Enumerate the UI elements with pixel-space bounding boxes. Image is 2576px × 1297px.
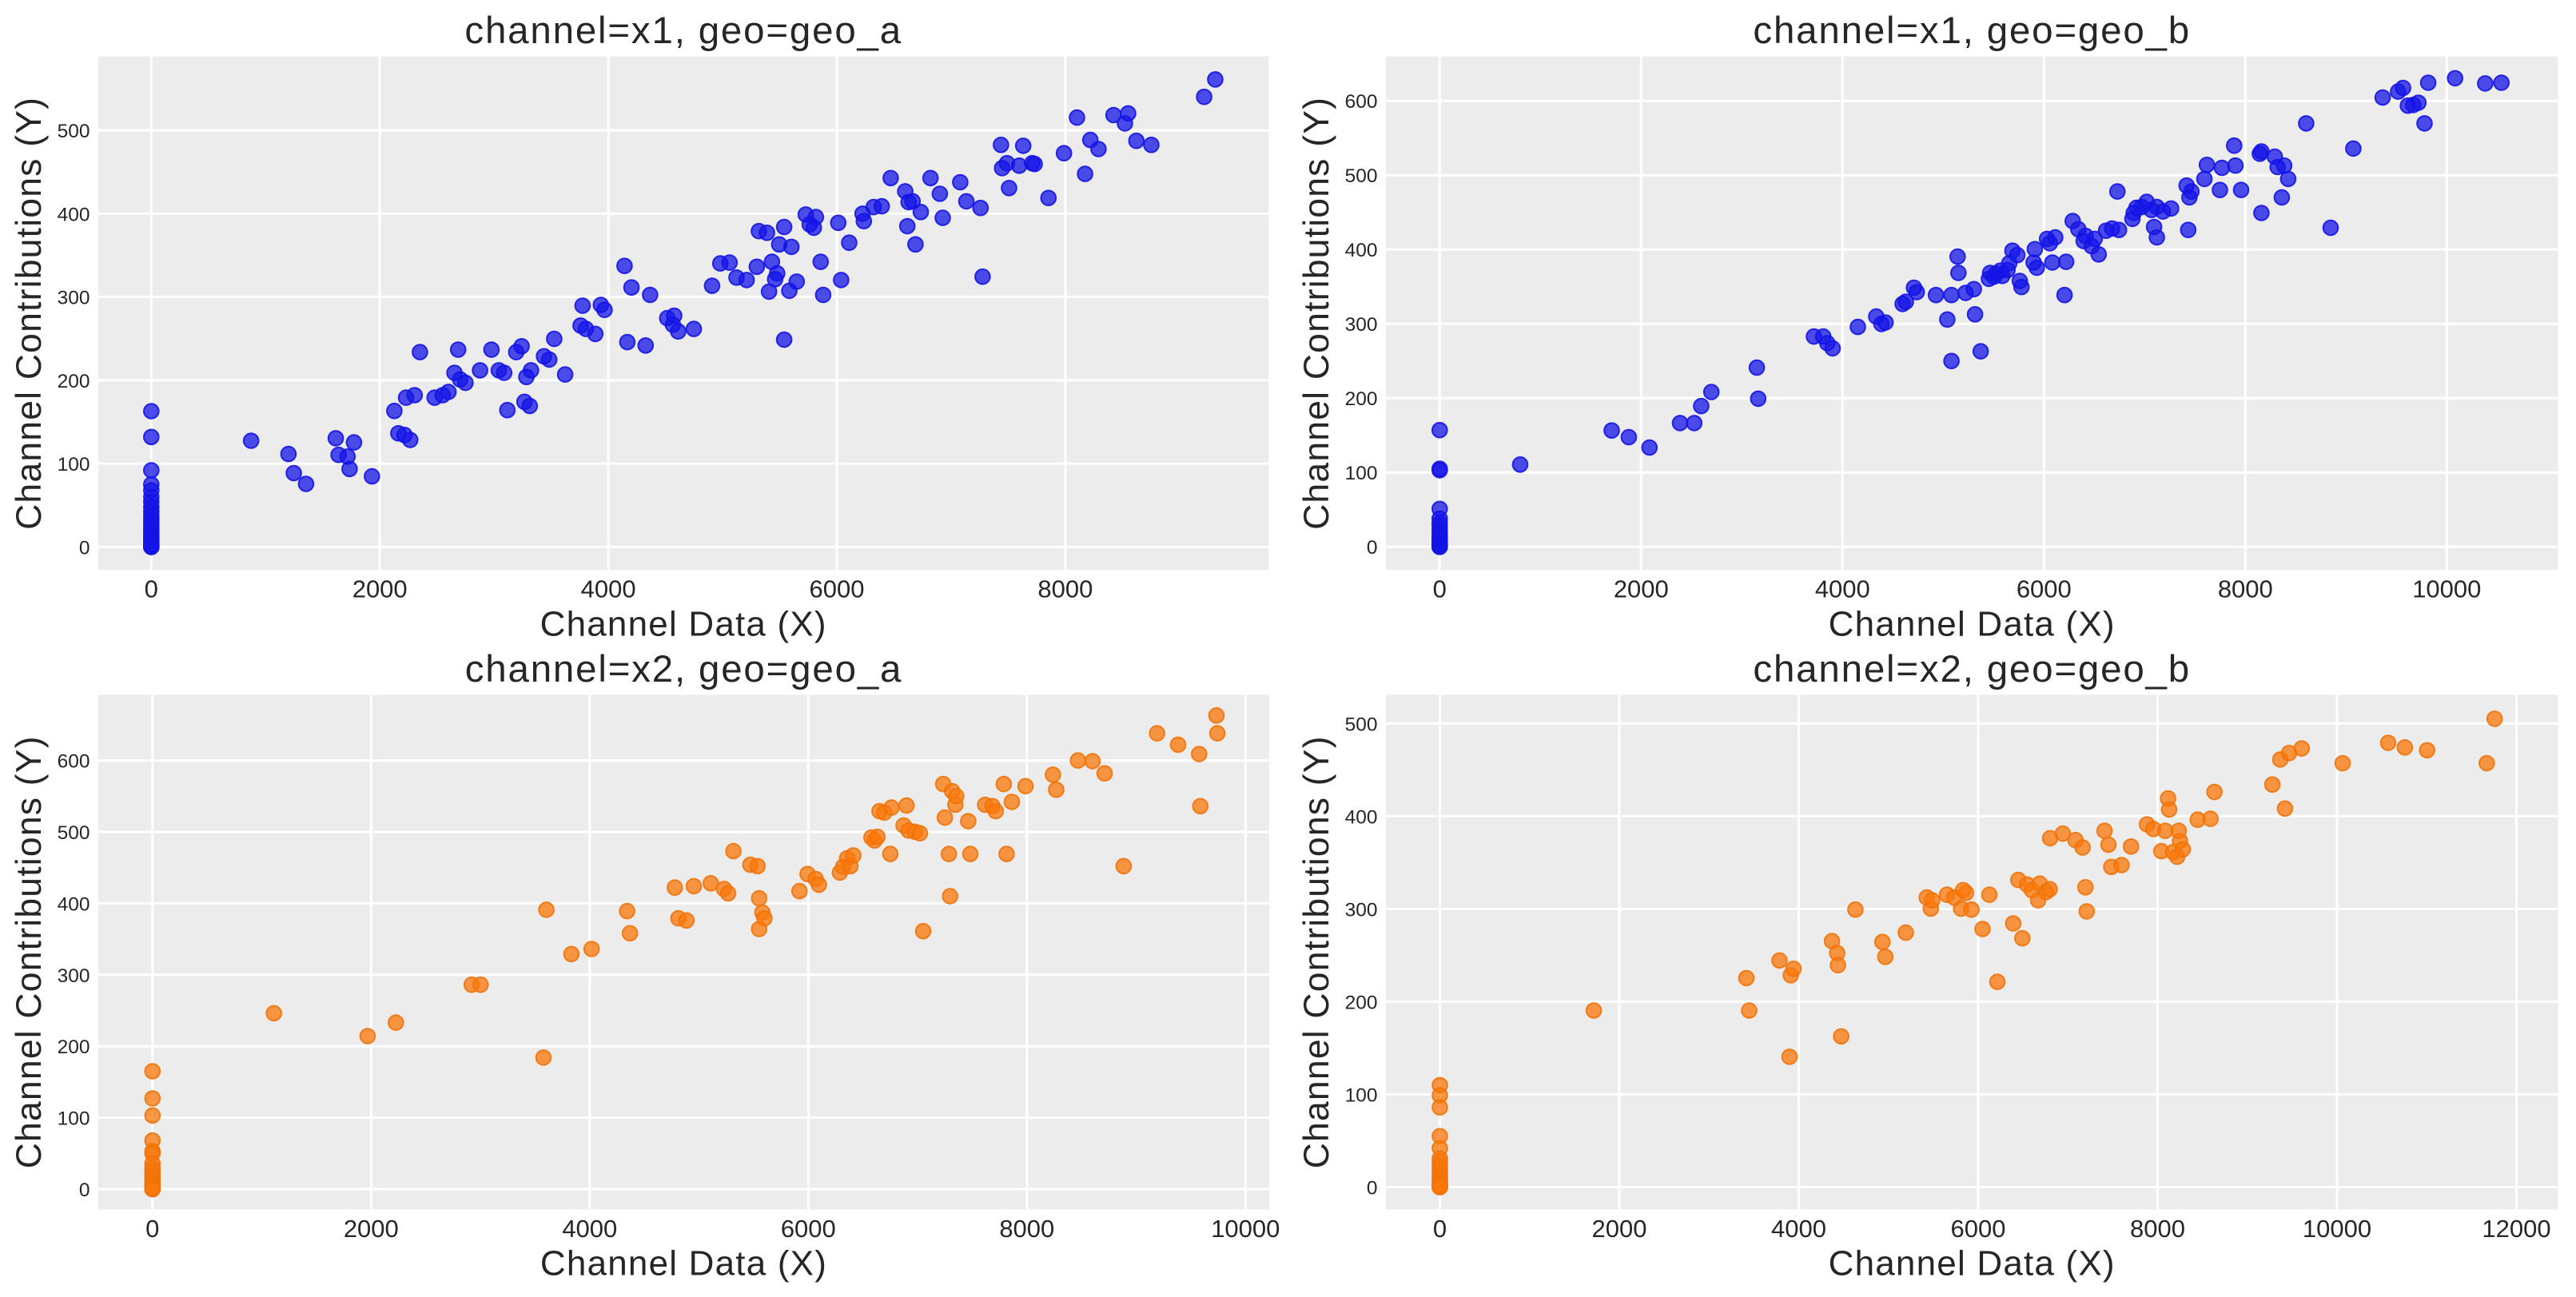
svg-text:0: 0 bbox=[145, 1215, 159, 1243]
svg-text:10000: 10000 bbox=[1211, 1215, 1280, 1243]
svg-text:300: 300 bbox=[1345, 314, 1378, 336]
svg-text:200: 200 bbox=[58, 371, 90, 392]
svg-text:Channel Contributions (Y): Channel Contributions (Y) bbox=[1297, 97, 1336, 530]
svg-text:6000: 6000 bbox=[810, 575, 865, 603]
svg-text:2000: 2000 bbox=[1614, 575, 1669, 603]
svg-text:2000: 2000 bbox=[344, 1215, 399, 1243]
svg-text:300: 300 bbox=[1345, 899, 1378, 921]
svg-text:Channel Data (X): Channel Data (X) bbox=[540, 605, 827, 644]
svg-text:Channel Data (X): Channel Data (X) bbox=[540, 1244, 827, 1283]
svg-text:300: 300 bbox=[58, 288, 90, 309]
svg-text:2000: 2000 bbox=[352, 575, 408, 603]
svg-text:6000: 6000 bbox=[2017, 575, 2072, 603]
svg-text:10000: 10000 bbox=[2412, 575, 2481, 603]
svg-text:200: 200 bbox=[1345, 992, 1378, 1013]
svg-text:8000: 8000 bbox=[2218, 575, 2273, 603]
svg-text:8000: 8000 bbox=[999, 1215, 1054, 1243]
svg-text:channel=x1, geo=geo_b: channel=x1, geo=geo_b bbox=[1753, 10, 2191, 52]
svg-text:channel=x2, geo=geo_b: channel=x2, geo=geo_b bbox=[1753, 648, 2191, 690]
svg-text:4000: 4000 bbox=[562, 1215, 617, 1243]
svg-text:4000: 4000 bbox=[1815, 575, 1870, 603]
svg-text:Channel Data (X): Channel Data (X) bbox=[1829, 1244, 2116, 1283]
svg-text:Channel Contributions (Y): Channel Contributions (Y) bbox=[1297, 735, 1336, 1168]
svg-text:100: 100 bbox=[58, 454, 90, 475]
svg-text:400: 400 bbox=[58, 893, 90, 915]
svg-text:400: 400 bbox=[58, 204, 90, 225]
svg-text:0: 0 bbox=[1367, 1178, 1378, 1200]
svg-text:Channel Data (X): Channel Data (X) bbox=[1829, 605, 2116, 644]
svg-text:500: 500 bbox=[58, 822, 90, 844]
svg-text:8000: 8000 bbox=[2130, 1215, 2185, 1243]
svg-text:500: 500 bbox=[1345, 165, 1378, 187]
svg-text:0: 0 bbox=[145, 575, 158, 603]
svg-text:2000: 2000 bbox=[1592, 1215, 1647, 1243]
svg-text:500: 500 bbox=[1345, 714, 1378, 735]
svg-text:channel=x2, geo=geo_a: channel=x2, geo=geo_a bbox=[465, 648, 903, 690]
svg-text:100: 100 bbox=[1345, 463, 1378, 484]
svg-text:600: 600 bbox=[58, 751, 90, 773]
svg-text:10000: 10000 bbox=[2303, 1215, 2371, 1243]
svg-text:0: 0 bbox=[1433, 1215, 1447, 1243]
svg-text:6000: 6000 bbox=[781, 1215, 836, 1243]
svg-text:500: 500 bbox=[58, 121, 90, 142]
svg-text:400: 400 bbox=[1345, 806, 1378, 828]
svg-text:0: 0 bbox=[79, 1180, 90, 1201]
svg-text:200: 200 bbox=[1345, 388, 1378, 410]
svg-text:300: 300 bbox=[58, 965, 90, 987]
svg-text:400: 400 bbox=[1345, 240, 1378, 261]
svg-text:4000: 4000 bbox=[1771, 1215, 1826, 1243]
svg-text:0: 0 bbox=[79, 537, 90, 559]
svg-text:12000: 12000 bbox=[2482, 1215, 2550, 1243]
svg-text:Channel Contributions (Y): Channel Contributions (Y) bbox=[10, 97, 49, 530]
svg-text:channel=x1, geo=geo_a: channel=x1, geo=geo_a bbox=[464, 10, 902, 52]
svg-text:6000: 6000 bbox=[1951, 1215, 2006, 1243]
svg-text:0: 0 bbox=[1367, 537, 1378, 559]
svg-text:100: 100 bbox=[58, 1108, 90, 1130]
svg-text:8000: 8000 bbox=[1037, 575, 1093, 603]
svg-text:200: 200 bbox=[58, 1036, 90, 1058]
svg-text:Channel Contributions (Y): Channel Contributions (Y) bbox=[10, 735, 49, 1168]
svg-text:600: 600 bbox=[1345, 91, 1378, 113]
svg-text:0: 0 bbox=[1433, 575, 1447, 603]
svg-text:100: 100 bbox=[1345, 1085, 1378, 1107]
svg-text:4000: 4000 bbox=[581, 575, 636, 603]
